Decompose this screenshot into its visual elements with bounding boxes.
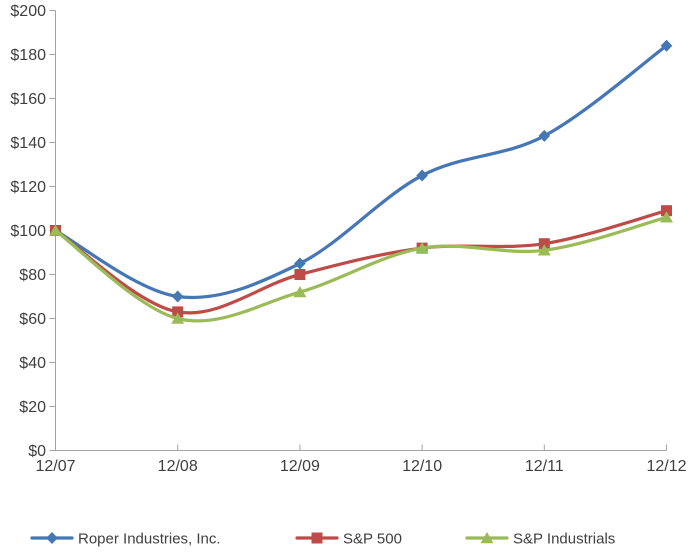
- legend-item-s-p-500: S&P 500: [295, 531, 402, 548]
- y-tick-label: $200: [10, 3, 46, 20]
- y-tick-label: $60: [19, 311, 46, 328]
- x-tick-label: 12/11: [525, 458, 564, 475]
- series-line-s-p-industrials: [53, 215, 669, 323]
- legend-square-marker-icon: [311, 532, 323, 544]
- data-point-square-marker-icon: [538, 238, 550, 250]
- legend-label-s-p-500: S&P 500: [343, 531, 402, 548]
- data-point-diamond-marker-icon: [538, 129, 551, 142]
- x-tick-label: 12/09: [280, 458, 320, 475]
- series-line-s-p-500: [53, 209, 669, 315]
- legend-label-roper-industries-inc: Roper Industries, Inc.: [78, 531, 221, 548]
- data-point-square-marker-icon: [661, 205, 672, 217]
- data-point-diamond-marker-icon: [294, 257, 306, 270]
- legend-item-s-p-industrials: S&P Industrials: [465, 531, 615, 548]
- data-point-triangle-marker-icon: [415, 242, 429, 254]
- y-tick-label: $80: [19, 267, 46, 284]
- data-point-triangle-marker-icon: [49, 224, 62, 236]
- data-point-square-marker-icon: [172, 306, 184, 318]
- x-tick-label: 12/12: [646, 458, 686, 475]
- series-s-p-industrials: [49, 211, 673, 324]
- y-tick-label: $160: [10, 91, 46, 108]
- data-point-diamond-marker-icon: [171, 290, 184, 303]
- x-tick-label: 12/10: [402, 458, 442, 475]
- x-tick-label: 12/07: [35, 458, 75, 475]
- y-tick-label: $20: [19, 399, 46, 416]
- data-point-square-marker-icon: [294, 269, 306, 280]
- data-point-triangle-marker-icon: [660, 211, 673, 223]
- y-tick-label: $120: [10, 179, 46, 196]
- series-roper-industries-inc: [49, 39, 673, 303]
- y-tick-label: $140: [10, 135, 46, 152]
- data-point-triangle-marker-icon: [537, 244, 551, 256]
- legend-triangle-marker-icon: [480, 532, 494, 544]
- y-tick-label: $40: [19, 355, 46, 372]
- data-point-diamond-marker-icon: [416, 169, 428, 182]
- data-point-triangle-marker-icon: [171, 312, 185, 324]
- legend-label-s-p-industrials: S&P Industrials: [513, 531, 615, 548]
- series-line-roper-industries-inc: [53, 44, 669, 300]
- data-point-triangle-marker-icon: [293, 286, 307, 298]
- legend-item-roper-industries-inc: Roper Industries, Inc.: [30, 531, 221, 548]
- data-point-diamond-marker-icon: [660, 39, 673, 52]
- y-tick-label: $100: [10, 223, 46, 240]
- y-tick-label: $0: [28, 443, 46, 460]
- y-tick-label: $180: [10, 47, 46, 64]
- x-tick-label: 12/08: [158, 458, 198, 475]
- legend-diamond-marker-icon: [46, 532, 58, 544]
